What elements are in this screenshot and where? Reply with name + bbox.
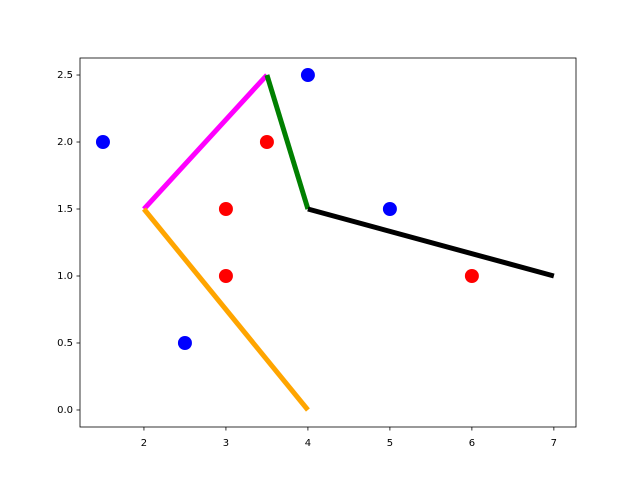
plot-frame [79,57,577,428]
line [142,207,310,412]
x-tick-label: 4 [305,438,311,449]
line [264,74,311,210]
point [300,68,315,83]
line [142,73,269,211]
point [218,268,233,283]
point [177,335,192,350]
y-tick-label: 1.5 [57,204,73,215]
point [464,268,479,283]
y-tick-label: 0.5 [57,338,73,349]
point [95,135,110,150]
x-tick-label: 3 [223,438,229,449]
point [259,135,274,150]
y-tick-label: 2.0 [57,137,73,148]
x-tick-label: 7 [551,438,557,449]
y-tick-label: 2.5 [57,70,73,81]
y-tick-label: 1.0 [57,271,73,282]
y-tick-label: 0.0 [57,405,73,416]
x-tick-label: 2 [141,438,147,449]
x-tick-label: 6 [469,438,475,449]
x-tick-label: 5 [387,438,393,449]
point [382,202,397,217]
point [218,202,233,217]
line [307,206,555,279]
